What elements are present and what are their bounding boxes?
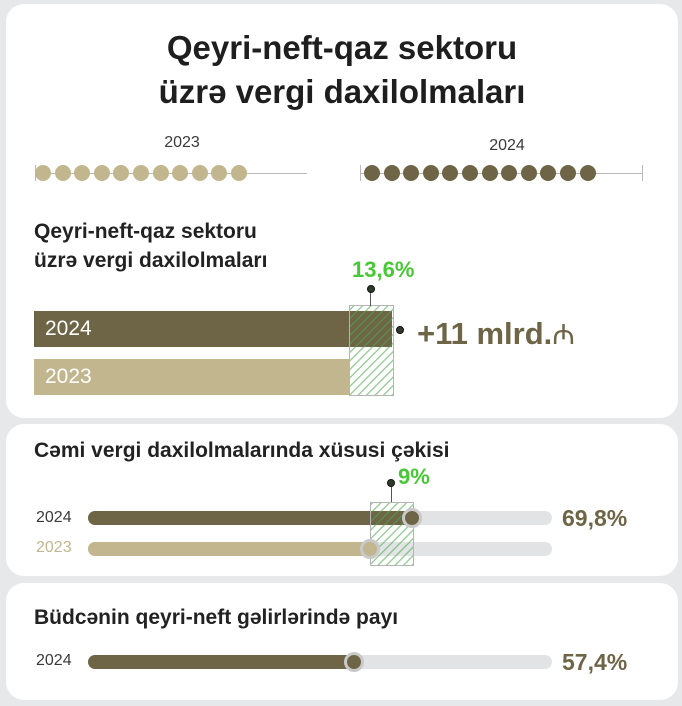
timeline-dot xyxy=(501,165,518,181)
budget-2024-value: 57,4% xyxy=(562,649,628,675)
timeline-dot xyxy=(152,165,169,181)
increase-amount: +11 mlrd. xyxy=(417,316,553,351)
knob-2024 xyxy=(401,508,422,528)
timeline-2023-line xyxy=(35,173,307,174)
timeline-dot xyxy=(383,165,400,181)
growth-percent: 13,6% xyxy=(352,257,415,282)
bar-2024-label: 2024 xyxy=(45,317,92,340)
growth-hatch-box xyxy=(349,305,394,396)
timeline-2024-tick xyxy=(360,165,361,181)
fill-2023 xyxy=(88,542,371,556)
increase-label: +11 mlrd.₼ xyxy=(417,315,575,353)
timeline-dot xyxy=(579,165,596,181)
timeline-dot xyxy=(481,165,498,181)
bar-2023 xyxy=(34,359,349,395)
manat-icon: ₼ xyxy=(552,319,575,350)
timeline-dot xyxy=(520,165,537,181)
budget-share-card: Büdcənin qeyri-neft gəlirlərində payı 20… xyxy=(6,583,678,700)
timeline-dot xyxy=(172,165,189,181)
chart1-title: Qeyri-neft-qaz sektoru üzrə vergi daxilo… xyxy=(34,217,267,275)
timeline-dot xyxy=(231,165,247,181)
increase-marker-dot xyxy=(396,326,404,334)
timeline-dot xyxy=(364,165,380,181)
share-growth-marker-line xyxy=(390,484,392,502)
timeline-2024-line xyxy=(360,173,642,174)
timeline-dot xyxy=(540,165,557,181)
knob-2023 xyxy=(360,539,381,559)
budget-fill-2024 xyxy=(88,655,355,669)
chart2-title: Cəmi vergi daxilolmalarında xüsusi çəkis… xyxy=(34,439,450,462)
main-title-line-1: Qeyri-neft-qaz sektoru xyxy=(166,29,518,66)
share-growth-percent: 9% xyxy=(398,464,430,489)
main-title: Qeyri-neft-qaz sektoru üzrə vergi daxilo… xyxy=(6,26,678,114)
chart1-title-line-1: Qeyri-neft-qaz sektoru xyxy=(34,220,257,243)
main-title-line-2: üzrə vergi daxilolmaları xyxy=(158,73,526,110)
row-2023-year: 2023 xyxy=(36,539,72,556)
timeline-dot xyxy=(462,165,478,181)
summary-card: Qeyri-neft-qaz sektoru üzrə vergi daxilo… xyxy=(6,4,678,418)
fill-2024 xyxy=(88,511,412,525)
timeline-dot xyxy=(560,165,576,181)
timeline-dot xyxy=(54,165,71,181)
growth-marker-line xyxy=(370,290,372,306)
timeline-dot xyxy=(74,165,91,181)
share-growth-marker-dot xyxy=(387,479,396,487)
growth-marker-dot xyxy=(366,285,375,293)
bar-2024 xyxy=(34,311,392,347)
timeline-year-2023: 2023 xyxy=(164,134,200,151)
timeline-dot xyxy=(442,165,459,181)
timeline-year-2024: 2024 xyxy=(489,137,525,154)
chart1-title-line-2: üzrə vergi daxilolmaları xyxy=(34,249,268,272)
chart3-title: Büdcənin qeyri-neft gəlirlərində payı xyxy=(34,606,399,629)
timeline-dot xyxy=(403,165,420,181)
timeline-dot xyxy=(93,165,110,181)
timeline-dot xyxy=(422,165,439,181)
timeline-dot xyxy=(113,165,130,181)
timeline-dot xyxy=(133,165,149,181)
share-total-card: Cəmi vergi daxilolmalarında xüsusi çəkis… xyxy=(6,424,678,576)
row-2024-year: 2024 xyxy=(36,509,72,526)
budget-row-2024-year: 2024 xyxy=(36,652,72,669)
timeline-dot xyxy=(191,165,208,181)
timeline-dot xyxy=(35,165,51,181)
share-2024-value: 69,8% xyxy=(562,505,628,531)
timeline-2024-end-tick xyxy=(642,165,643,181)
timeline-dot xyxy=(211,165,228,181)
budget-knob-2024 xyxy=(344,652,365,672)
bar-2023-label: 2023 xyxy=(45,365,92,388)
